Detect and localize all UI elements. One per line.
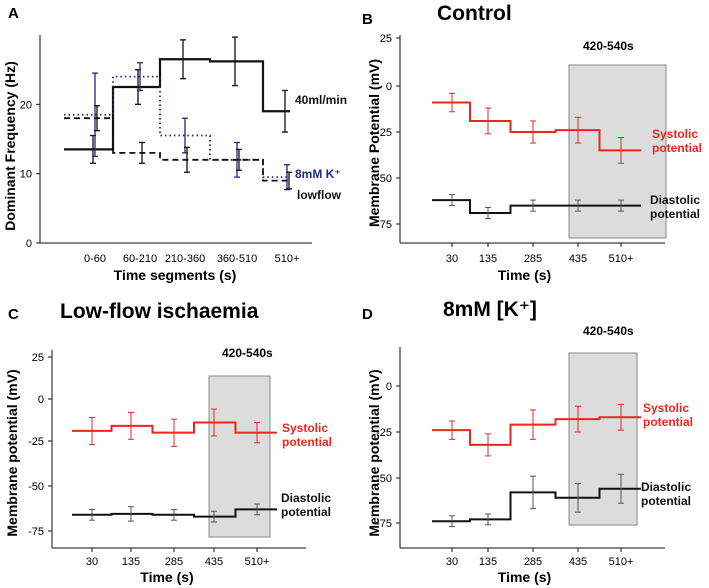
panel-a-xtick-label: 210-360 (165, 253, 205, 265)
panel-c-ytick-label: -25 (28, 436, 44, 448)
panel-b-diastolic-label: Diastolic (650, 193, 700, 207)
panel-c-diastolic-label: Diastolic (281, 491, 331, 505)
panel-a-label: A (8, 5, 19, 22)
panel-a-xtick-label: 510+ (275, 253, 300, 265)
panel-b-diastolic-label: potential (650, 207, 700, 221)
panel-d-xtick-label: 30 (446, 556, 458, 568)
panel-a-xtick-label: 0-60 (84, 253, 106, 265)
panel-d-title: 8mM [K⁺] (443, 298, 537, 321)
panel-d-window (568, 352, 638, 526)
panel-d-ytick-label: -25 (376, 427, 392, 439)
panel-d-systolic-label: Systolic (643, 401, 689, 415)
panel-c-x-title: Time (s) (140, 569, 193, 585)
panel-b-ytick-label: 0 (386, 81, 392, 93)
panel-c-diastolic-label: potential (281, 505, 331, 519)
panel-b-ytick-label: -50 (376, 173, 392, 185)
panel-c-xtick-label: 30 (86, 556, 98, 568)
panel-c-window (208, 375, 271, 538)
panel-b-label: B (362, 11, 373, 28)
panel-b-xtick-label: 135 (479, 253, 497, 265)
panel-a-x-title: Time segments (s) (114, 267, 237, 283)
panel-d-systolic-label: potential (643, 415, 693, 429)
panel-b-ytick-label: 25 (380, 33, 392, 45)
panel-d-label: D (362, 306, 373, 323)
panel-b-xtick-label: 30 (446, 253, 458, 265)
panel-d-xtick-label: 510+ (609, 556, 634, 568)
panel-c-systolic-label: Systolic (282, 421, 328, 435)
panel-b-ytick-label: -75 (376, 219, 392, 231)
panel-c-xtick-label: 285 (165, 556, 183, 568)
panel-b-xtick-label: 435 (569, 253, 587, 265)
panel-d-ytick-label: -75 (376, 518, 392, 530)
panel-c-xtick-label: 435 (205, 556, 223, 568)
panel-c-ytick-label: -50 (28, 481, 44, 493)
panel-b-window-label: 420-540s (583, 39, 634, 53)
panel-c-label: C (8, 306, 19, 323)
panel-c-series-line (72, 421, 277, 434)
panel-b-series-line (432, 199, 641, 214)
panel-d-ytick-label: 0 (386, 381, 392, 393)
panel-c-y-title: Membrane potential (mV) (4, 369, 20, 536)
panel-d-window-label: 420-540s (583, 324, 634, 338)
panel-c-window-label: 420-540s (222, 346, 273, 360)
panel-a-y-title: Dominant Frequency (Hz) (2, 61, 18, 231)
panel-a-ytick-label: 10 (20, 169, 32, 181)
panel-b-ytick-label: -25 (376, 127, 392, 139)
panel-c-xtick-label: 135 (122, 556, 140, 568)
panel-a-legend-lowflow: lowflow (297, 188, 342, 202)
panel-a-ytick-label: 0 (26, 238, 32, 250)
panel-c-systolic-label: potential (282, 435, 332, 449)
panel-b-x-title: Time (s) (498, 267, 551, 283)
panel-c-ytick-label: 0 (38, 394, 44, 406)
panel-c-series-line (72, 508, 277, 518)
panel-b-xtick-label: 285 (524, 253, 542, 265)
panel-c-xtick-label: 510+ (245, 556, 270, 568)
panel-b-window (568, 64, 667, 239)
panel-c-ytick-label: 25 (32, 352, 44, 364)
panel-b-systolic-label: potential (652, 141, 702, 155)
panel-d-x-title: Time (s) (498, 569, 551, 585)
panel-d-xtick-label: 135 (479, 556, 497, 568)
panel-a-xtick-label: 360-510 (217, 253, 257, 265)
panel-a-ytick-label: 20 (20, 99, 32, 111)
panel-d-diastolic-label: Diastolic (641, 480, 691, 494)
panel-a-legend-40ml: 40ml/min (295, 93, 347, 107)
panel-d-y-title: Membrane potential (mV) (366, 369, 382, 536)
panel-d-xtick-label: 285 (524, 556, 542, 568)
panel-d-diastolic-label: potential (641, 494, 691, 508)
panel-a-series-line (64, 75, 290, 179)
panel-b-systolic-label: Systolic (652, 127, 698, 141)
panel-b-xtick-label: 510+ (609, 253, 634, 265)
panel-b-y-title: Membrane Potential (mV) (366, 59, 382, 227)
panel-a-series-line (64, 117, 290, 182)
panel-c-title: Low-flow ischaemia (60, 300, 259, 323)
panel-d-ytick-label: -50 (376, 473, 392, 485)
panel-a-xtick-label: 60-210 (123, 253, 157, 265)
panel-c-ytick-label: -75 (28, 526, 44, 538)
panel-b-title: Control (437, 2, 512, 25)
panel-d-xtick-label: 435 (569, 556, 587, 568)
panel-a-series-line (64, 58, 290, 151)
panel-a-legend-8mmk: 8mM K⁺ (295, 167, 341, 181)
